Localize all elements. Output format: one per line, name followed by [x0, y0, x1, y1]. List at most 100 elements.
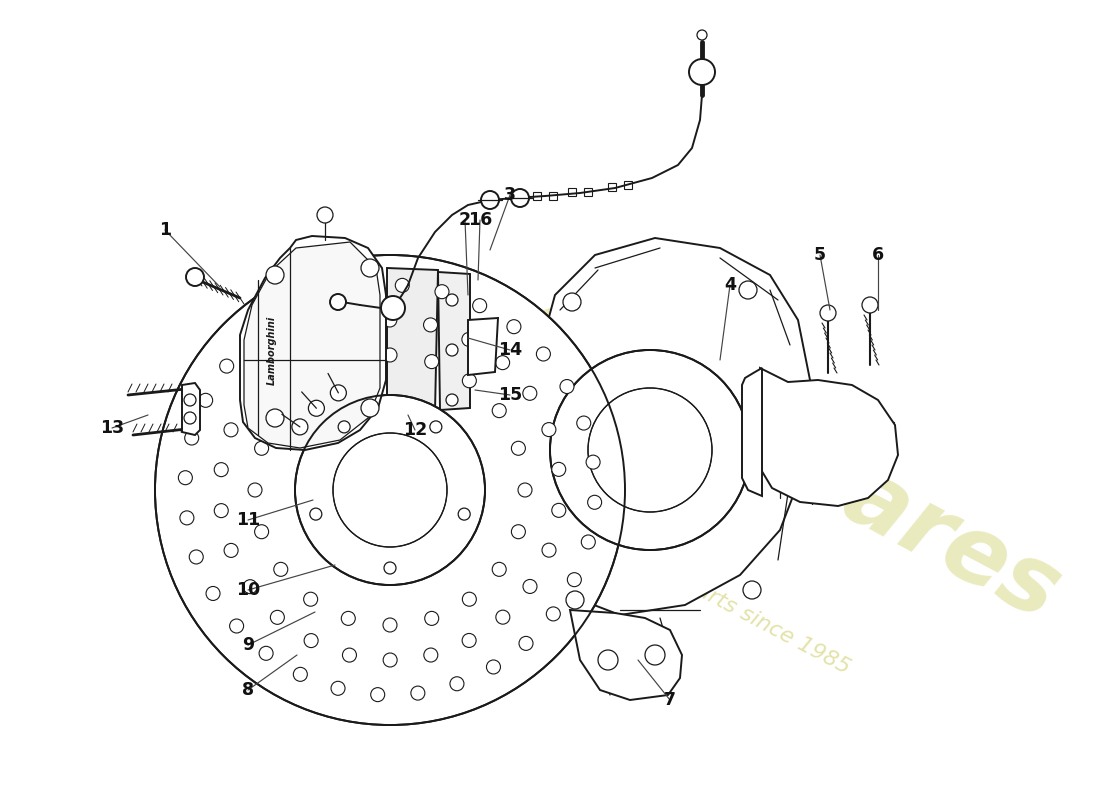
- Circle shape: [266, 266, 284, 284]
- Circle shape: [304, 634, 318, 647]
- Circle shape: [214, 462, 228, 477]
- Polygon shape: [570, 610, 682, 700]
- Circle shape: [206, 586, 220, 601]
- Polygon shape: [244, 242, 380, 448]
- Circle shape: [342, 318, 356, 332]
- Circle shape: [473, 298, 486, 313]
- Circle shape: [381, 296, 405, 320]
- Circle shape: [588, 388, 712, 512]
- Circle shape: [304, 592, 318, 606]
- Circle shape: [459, 508, 470, 520]
- Circle shape: [383, 313, 397, 327]
- Text: 3: 3: [504, 186, 516, 204]
- Circle shape: [180, 511, 194, 525]
- Circle shape: [552, 503, 565, 518]
- Circle shape: [383, 348, 397, 362]
- Circle shape: [383, 618, 397, 632]
- Text: 14: 14: [498, 341, 522, 359]
- Circle shape: [512, 525, 526, 538]
- Circle shape: [598, 650, 618, 670]
- Circle shape: [295, 395, 485, 585]
- Circle shape: [260, 646, 273, 660]
- Circle shape: [304, 374, 318, 388]
- Circle shape: [576, 416, 591, 430]
- Circle shape: [383, 653, 397, 667]
- Circle shape: [462, 634, 476, 647]
- Circle shape: [384, 562, 396, 574]
- Circle shape: [178, 470, 192, 485]
- Circle shape: [462, 374, 476, 388]
- Text: 11: 11: [235, 511, 260, 529]
- Circle shape: [274, 562, 288, 576]
- Circle shape: [496, 356, 509, 370]
- Circle shape: [552, 462, 565, 476]
- Circle shape: [507, 320, 521, 334]
- Circle shape: [424, 648, 438, 662]
- Circle shape: [341, 611, 355, 626]
- Circle shape: [481, 191, 499, 209]
- Circle shape: [294, 667, 307, 682]
- Circle shape: [820, 305, 836, 321]
- Circle shape: [331, 682, 345, 695]
- Circle shape: [361, 399, 379, 417]
- Circle shape: [185, 431, 199, 445]
- Circle shape: [243, 580, 257, 594]
- Polygon shape: [240, 236, 386, 450]
- Circle shape: [462, 333, 476, 346]
- Text: eurospares: eurospares: [505, 279, 1076, 641]
- Text: 8: 8: [242, 681, 254, 699]
- Circle shape: [563, 293, 581, 311]
- Circle shape: [184, 412, 196, 424]
- Polygon shape: [387, 268, 438, 415]
- Circle shape: [581, 535, 595, 549]
- Text: Lamborghini: Lamborghini: [267, 315, 277, 385]
- Bar: [608, 183, 616, 191]
- Circle shape: [361, 259, 379, 277]
- Circle shape: [199, 394, 212, 407]
- Polygon shape: [182, 383, 200, 435]
- Circle shape: [279, 306, 294, 320]
- Circle shape: [537, 347, 550, 361]
- Circle shape: [542, 543, 556, 557]
- Circle shape: [519, 636, 534, 650]
- Circle shape: [512, 189, 529, 207]
- Circle shape: [496, 610, 509, 624]
- Polygon shape: [742, 368, 762, 496]
- Circle shape: [224, 423, 238, 437]
- Text: a passion for parts since 1985: a passion for parts since 1985: [547, 502, 854, 678]
- Circle shape: [330, 385, 346, 401]
- Text: 7: 7: [664, 691, 676, 709]
- Circle shape: [271, 356, 284, 370]
- Circle shape: [566, 591, 584, 609]
- Circle shape: [304, 333, 318, 346]
- Polygon shape: [760, 368, 898, 506]
- Circle shape: [274, 404, 288, 418]
- Circle shape: [189, 550, 204, 564]
- Circle shape: [338, 421, 350, 433]
- Circle shape: [308, 400, 324, 416]
- Circle shape: [395, 278, 409, 292]
- Circle shape: [587, 495, 602, 510]
- Text: 1: 1: [158, 221, 172, 239]
- Polygon shape: [438, 272, 470, 410]
- Text: 13: 13: [100, 419, 124, 437]
- Bar: [549, 192, 557, 200]
- Polygon shape: [532, 238, 812, 615]
- Circle shape: [645, 645, 665, 665]
- Bar: [584, 188, 592, 196]
- Circle shape: [697, 30, 707, 40]
- Circle shape: [220, 359, 233, 373]
- Text: 16: 16: [468, 211, 492, 229]
- Circle shape: [586, 455, 601, 469]
- Bar: [568, 188, 576, 196]
- Circle shape: [739, 281, 757, 299]
- Circle shape: [492, 404, 506, 418]
- Text: 6: 6: [872, 246, 884, 264]
- Circle shape: [224, 543, 238, 558]
- Circle shape: [547, 607, 560, 621]
- Circle shape: [371, 688, 385, 702]
- Circle shape: [184, 394, 196, 406]
- Circle shape: [254, 525, 268, 538]
- Circle shape: [411, 686, 425, 700]
- Circle shape: [425, 354, 439, 369]
